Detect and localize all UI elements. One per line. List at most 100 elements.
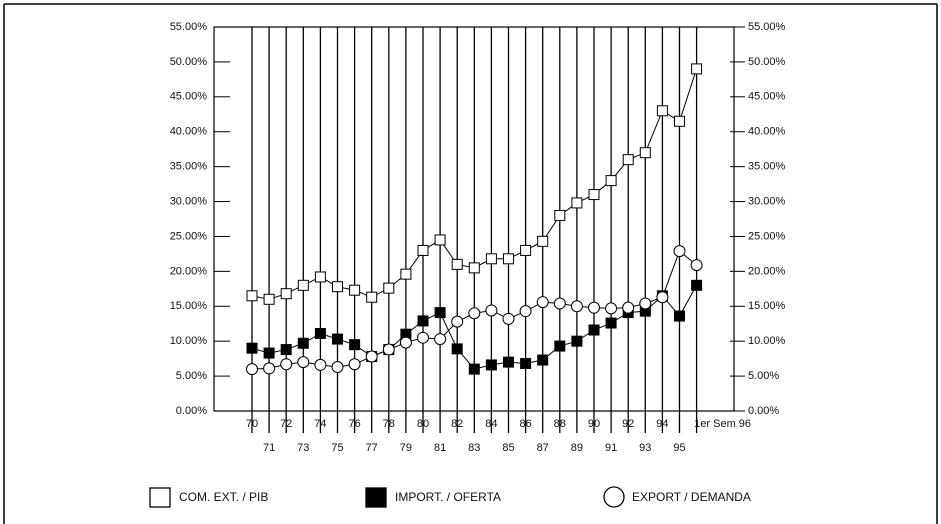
point [622,154,634,166]
y2-tick-label: 25.00% [748,230,786,242]
point [691,279,703,291]
point [314,328,326,340]
x-tick-label: 87 [537,442,549,454]
point [673,245,686,258]
point [417,331,429,344]
point [417,244,429,256]
y-tick-label: 35.00% [170,161,208,173]
legend-swatch [149,487,171,508]
point [588,324,600,336]
point [485,253,497,265]
y2-tick-label: 15.00% [748,300,786,312]
y2-tick-label: 55.00% [748,21,786,33]
y-tick-label: 40.00% [170,126,208,138]
point [399,336,412,349]
point [263,293,275,305]
point [246,363,258,376]
x-tick-label: 78 [383,418,395,430]
x-tick-label: 83 [468,442,480,454]
point [588,189,600,201]
x-tick-label: 79 [400,442,412,454]
point [314,271,326,283]
point [451,315,464,328]
point [332,333,343,345]
y-tick-label: 25.00% [170,230,208,242]
x-tick-label: 1er Sem 96 [694,418,751,430]
point [485,359,497,371]
point [348,358,361,371]
y-tick-label: 15.00% [170,300,208,312]
point [519,305,532,318]
y-tick-label: 20.00% [170,265,208,277]
point [570,300,583,313]
y-tick-label: 30.00% [170,195,208,207]
point [605,175,617,187]
point [297,356,310,369]
point [314,358,327,371]
x-tick-label: 71 [263,442,275,454]
point [280,358,293,371]
x-tick-label: 82 [451,418,463,430]
point [571,197,583,209]
point [605,317,617,329]
y-tick-label: 5.00% [176,370,207,382]
x-tick-label: 81 [434,442,446,454]
point [383,282,395,294]
point [656,105,668,117]
y2-tick-label: 5.00% [748,370,779,382]
y-tick-label: 0.00% [176,405,207,417]
point [468,262,480,274]
y2-tick-label: 50.00% [748,56,786,68]
point [468,363,480,375]
point [366,291,378,303]
point [434,333,447,346]
y-tick-label: 45.00% [170,91,208,103]
x-tick-label: 92 [622,418,634,430]
legend-swatch [365,487,387,508]
x-tick-label: 73 [297,442,309,454]
point [553,297,566,310]
x-tick-label: 95 [673,442,685,454]
point [520,244,532,256]
y2-tick-label: 0.00% [748,405,779,417]
point [536,296,549,309]
point [349,339,361,351]
y2-tick-label: 45.00% [748,91,786,103]
point [674,115,685,127]
point [332,281,343,293]
point [331,361,344,374]
point [280,288,292,300]
point [503,356,514,368]
x-tick-label: 76 [348,418,360,430]
point [400,268,412,280]
point [520,358,532,370]
point [349,284,361,296]
point [502,312,515,325]
y2-tick-label: 35.00% [748,161,786,173]
legend-label: COM. EXT. / PIB [179,490,268,504]
point [537,235,549,247]
point [537,354,549,366]
point [365,350,378,363]
point [674,310,685,322]
y2-tick-label: 40.00% [748,126,786,138]
legend-label: IMPORT. / OFERTA [395,490,501,504]
x-tick-label: 70 [246,418,258,430]
y2-tick-label: 10.00% [748,335,786,347]
y2-tick-label: 20.00% [748,265,786,277]
point [417,315,429,327]
x-tick-label: 89 [571,442,583,454]
x-tick-label: 85 [502,442,514,454]
x-tick-label: 72 [280,418,292,430]
point [297,337,309,349]
point [571,335,583,347]
x-tick-label: 80 [417,418,429,430]
point [451,343,463,355]
point [280,344,292,356]
y-tick-label: 10.00% [170,335,208,347]
point [246,290,258,302]
y-tick-label: 55.00% [170,21,208,33]
point [690,259,703,272]
point [639,147,651,159]
